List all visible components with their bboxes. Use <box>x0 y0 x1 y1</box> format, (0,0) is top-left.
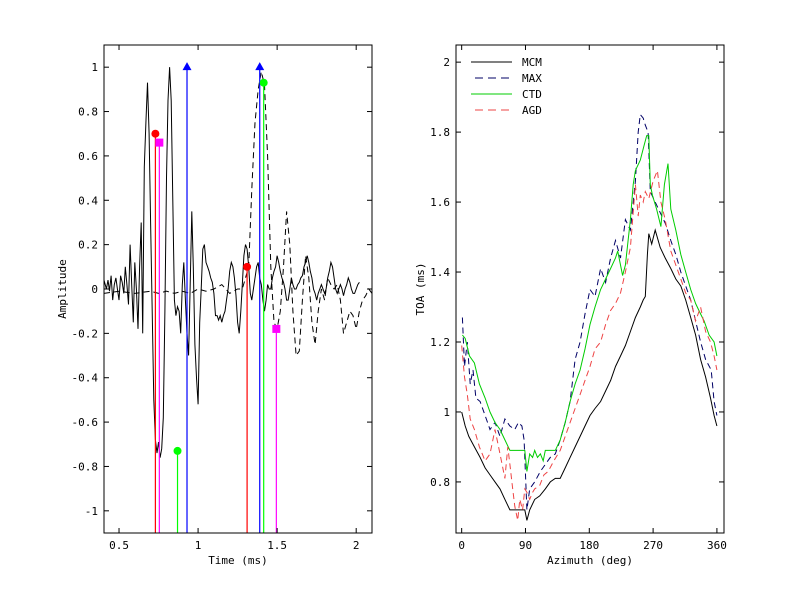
y-tick-label: 0.6 <box>78 150 98 163</box>
y-tick-label: 0 <box>91 283 98 296</box>
series-line-ctd <box>462 135 718 472</box>
marker-green-peak-2 <box>259 78 268 87</box>
y-tick-label: 1 <box>443 406 450 419</box>
x-tick-label: 270 <box>643 539 663 552</box>
y-tick-label: -0.2 <box>72 327 99 340</box>
amplitude-ticks: 0.5 1 1.5 2 -1 -0.8 -0.6 -0.4 -0.2 0 0.2 0.4 0.6 0.8 1 <box>72 45 372 552</box>
toa-y-axis-label: TOA (ms) <box>414 263 427 316</box>
marker-red-onset-1 <box>151 129 160 138</box>
y-tick-label: 1.4 <box>430 266 450 279</box>
series-line-max <box>461 113 718 510</box>
toa-legend: MCM MAX CTD AGD <box>471 56 542 117</box>
x-tick-label: 0.5 <box>109 539 129 552</box>
series-line-signal-2 <box>104 71 372 357</box>
toa-azimuth-axes: 0 90 180 270 360 0.8 1 1.2 1.4 1.6 1.8 2 Azimuth (d… <box>414 44 727 567</box>
x-tick-label: 360 <box>707 539 727 552</box>
series-line-agd <box>461 170 718 521</box>
toa-ticks: 0 90 180 270 360 0.8 1 1.2 1.4 1.6 1.8 2 <box>430 45 727 552</box>
marker-blue-peak-1 <box>182 62 192 71</box>
legend-label-agd: AGD <box>522 104 542 117</box>
marker-magenta-onset-1 <box>155 138 164 147</box>
y-tick-label: -1 <box>85 505 98 518</box>
amplitude-plot-area <box>104 62 372 533</box>
x-tick-label: 2 <box>353 539 360 552</box>
y-tick-label: -0.8 <box>72 460 99 473</box>
x-tick-label: 180 <box>579 539 599 552</box>
y-tick-label: -0.4 <box>72 372 99 385</box>
y-tick-label: 1.6 <box>430 196 450 209</box>
amplitude-y-axis-label: Amplitude <box>56 259 69 319</box>
y-tick-label: 0.8 <box>430 476 450 489</box>
amplitude-x-axis-label: Time (ms) <box>208 554 268 567</box>
y-tick-label: 1 <box>91 61 98 74</box>
toa-axes-frame <box>455 44 725 534</box>
toa-plot-area <box>461 113 718 521</box>
y-tick-label: -0.6 <box>72 416 99 429</box>
y-tick-label: 0.4 <box>78 194 98 207</box>
y-tick-label: 1.8 <box>430 126 450 139</box>
y-tick-label: 0.2 <box>78 239 98 252</box>
x-tick-label: 90 <box>519 539 532 552</box>
marker-red-onset-2 <box>243 262 252 271</box>
y-tick-label: 2 <box>443 56 450 69</box>
marker-blue-peak-2 <box>255 62 265 71</box>
y-tick-label: 0.8 <box>78 106 98 119</box>
toa-x-axis-label: Azimuth (deg) <box>547 554 633 567</box>
legend-label-ctd: CTD <box>522 88 542 101</box>
marker-magenta-onset-2 <box>272 324 281 333</box>
x-tick-label: 1 <box>195 539 202 552</box>
legend-label-max: MAX <box>522 72 542 85</box>
series-line-signal-1 <box>104 67 360 458</box>
x-tick-label: 1.5 <box>267 539 287 552</box>
x-tick-label: 0 <box>458 539 465 552</box>
y-tick-label: 1.2 <box>430 336 450 349</box>
legend-label-mcm: MCM <box>522 56 542 69</box>
series-line-mcm <box>461 228 718 521</box>
amplitude-time-axes: 0.5 1 1.5 2 -1 -0.8 -0.6 -0.4 -0.2 0 0.2 0.4 0.6 0.8 1… <box>56 44 373 567</box>
marker-green-peak-1 <box>173 446 182 455</box>
